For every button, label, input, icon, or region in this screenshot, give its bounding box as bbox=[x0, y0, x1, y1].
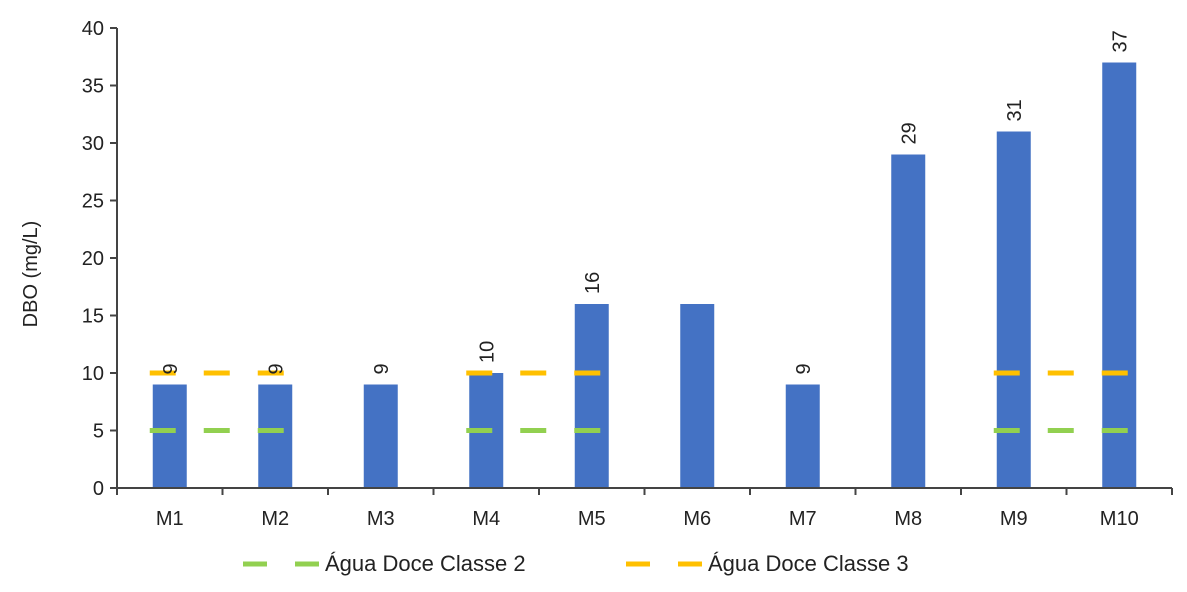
x-tick-label-M9: M9 bbox=[1000, 508, 1028, 530]
x-tick-label-M1: M1 bbox=[156, 508, 184, 530]
data-label-M3: 9 bbox=[371, 363, 393, 374]
x-axis: M1 M2 M3 M4 M5 M6 M7 M8 M9 M10 bbox=[116, 487, 1173, 530]
bar-M6 bbox=[680, 304, 715, 488]
data-label-M4: 10 bbox=[476, 341, 498, 363]
y-tick-label: 10 bbox=[82, 363, 104, 385]
y-tick-label: 35 bbox=[82, 76, 104, 98]
x-tick-label-M2: M2 bbox=[261, 508, 289, 530]
legend-label-classe-3: Água Doce Classe 3 bbox=[708, 551, 909, 576]
bar-M1 bbox=[152, 384, 187, 488]
x-tick-label-M5: M5 bbox=[578, 508, 606, 530]
bar-M3 bbox=[363, 384, 398, 488]
x-tick-label-M6: M6 bbox=[683, 508, 711, 530]
data-label-M2: 9 bbox=[265, 363, 287, 374]
bars bbox=[152, 62, 1137, 488]
x-tick-label-M10: M10 bbox=[1100, 508, 1139, 530]
legend-label-classe-2: Água Doce Classe 2 bbox=[325, 551, 526, 576]
data-label-M5: 16 bbox=[582, 272, 604, 294]
y-tick-label: 40 bbox=[82, 18, 104, 40]
bar-M9 bbox=[996, 131, 1031, 488]
bar-M7 bbox=[785, 384, 820, 488]
data-label-M1: 9 bbox=[160, 363, 182, 374]
y-axis-title: DBO (mg/L) bbox=[20, 221, 42, 328]
x-tick-label-M4: M4 bbox=[472, 508, 500, 530]
data-label-M10: 37 bbox=[1109, 30, 1131, 52]
bar-M5 bbox=[574, 304, 609, 488]
x-tick-label-M3: M3 bbox=[367, 508, 395, 530]
x-tick-label-M7: M7 bbox=[789, 508, 817, 530]
bar-M8 bbox=[891, 154, 926, 488]
data-labels: 9 9 9 10 16 9 29 31 37 bbox=[160, 30, 1132, 374]
bar-M10 bbox=[1102, 62, 1137, 488]
y-tick-label: 0 bbox=[93, 478, 104, 500]
y-tick-label: 15 bbox=[82, 306, 104, 328]
data-label-M9: 31 bbox=[1004, 99, 1026, 121]
y-axis: 0 5 10 15 20 25 30 35 40 bbox=[82, 18, 118, 500]
data-label-M8: 29 bbox=[898, 122, 920, 144]
x-tick-label-M8: M8 bbox=[894, 508, 922, 530]
bar-M2 bbox=[258, 384, 293, 488]
y-tick-label: 5 bbox=[93, 421, 104, 443]
y-tick-label: 30 bbox=[82, 133, 104, 155]
y-tick-label: 20 bbox=[82, 248, 104, 270]
data-label-M7: 9 bbox=[793, 363, 815, 374]
y-tick-label: 25 bbox=[82, 191, 104, 213]
reference-lines bbox=[149, 370, 1140, 433]
legend: Água Doce Classe 2 Água Doce Classe 3 bbox=[243, 551, 909, 576]
